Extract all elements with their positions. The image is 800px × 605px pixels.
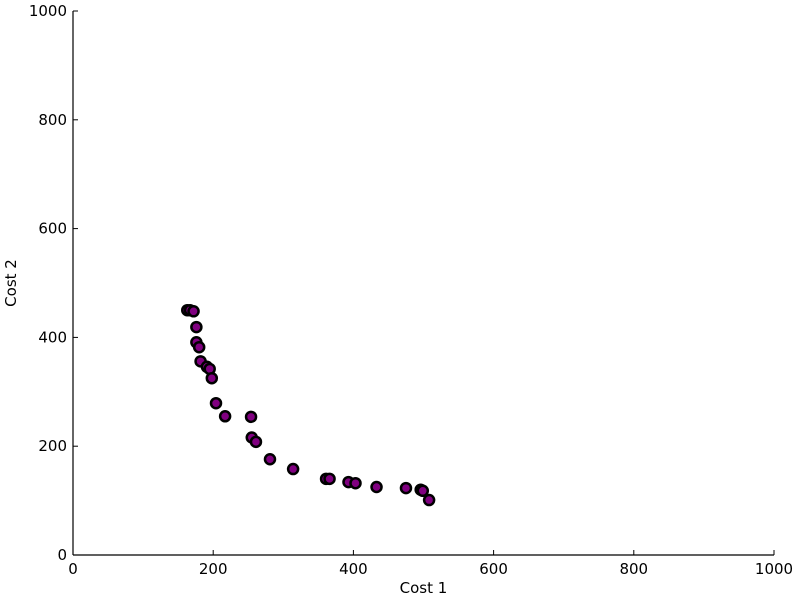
y-tick-label: 800: [38, 111, 67, 129]
data-point: [263, 453, 277, 466]
data-point: [218, 410, 232, 423]
y-tick-label: 600: [38, 220, 67, 238]
data-point: [416, 484, 430, 498]
data-point: [209, 396, 223, 410]
x-axis-ticks: 0 200 400 600 800 1000: [68, 550, 793, 578]
x-tick-label: 200: [199, 560, 228, 578]
data-point: [323, 472, 336, 486]
data-point: [399, 481, 413, 495]
x-tick-label: 1000: [755, 560, 793, 578]
y-tick-label: 200: [38, 437, 67, 455]
x-axis-label: Cost 1: [400, 579, 448, 597]
data-point: [244, 410, 258, 424]
y-tick-label: 400: [38, 328, 67, 346]
y-axis-label: Cost 2: [2, 259, 20, 307]
y-tick-label: 0: [57, 546, 67, 564]
scatter-points: [181, 303, 436, 507]
data-point: [192, 340, 206, 354]
x-tick-label: 600: [479, 560, 508, 578]
data-point: [286, 462, 300, 476]
data-point: [190, 320, 203, 334]
x-tick-label: 800: [619, 560, 648, 578]
data-point: [205, 371, 219, 385]
data-point: [422, 493, 436, 507]
y-axis-ticks: 0 200 400 600 800 1000: [29, 2, 78, 564]
data-point: [370, 480, 383, 494]
x-tick-label: 400: [339, 560, 368, 578]
data-point: [249, 435, 263, 449]
data-point: [187, 305, 200, 318]
y-tick-label: 1000: [29, 2, 67, 20]
data-point: [349, 476, 362, 490]
x-tick-label: 0: [68, 560, 78, 578]
